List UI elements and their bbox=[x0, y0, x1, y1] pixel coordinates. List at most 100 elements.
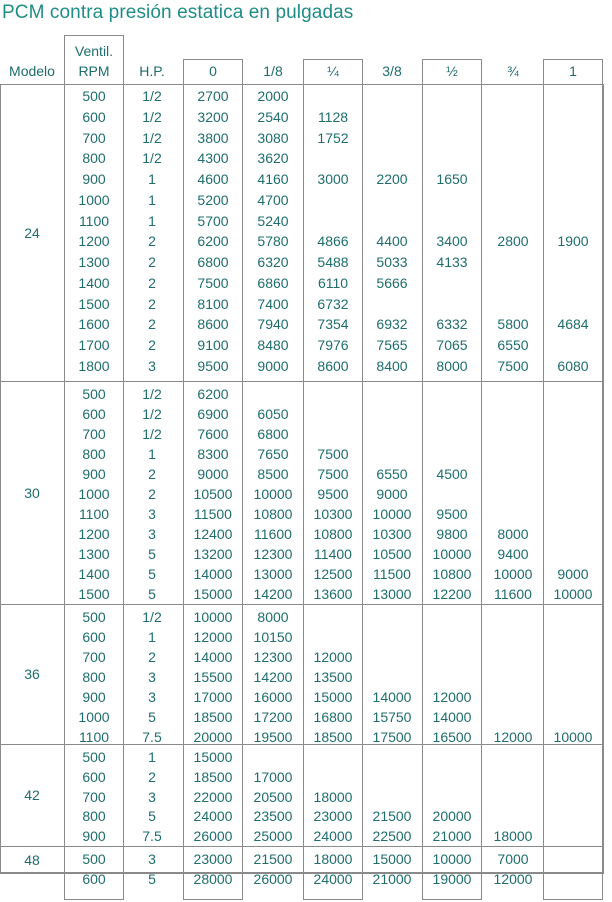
table-cell: 14000 bbox=[372, 689, 412, 705]
table-cell: 5780 bbox=[257, 233, 289, 250]
table-cell: 1100 bbox=[78, 212, 110, 229]
table-cell: 800 bbox=[82, 808, 106, 825]
table-cell: 8100 bbox=[197, 295, 229, 312]
table-cell: 5800 bbox=[497, 316, 529, 333]
table-cell: 4160 bbox=[257, 171, 289, 187]
table-cell: 6080 bbox=[557, 357, 589, 374]
table-cell: 4600 bbox=[197, 171, 229, 187]
table-cell: 1100 bbox=[78, 506, 110, 522]
table-cell: 10500 bbox=[193, 486, 233, 502]
table-cell: 5 bbox=[148, 709, 156, 725]
table-cell: 17000 bbox=[193, 689, 233, 705]
table-cell: 6050 bbox=[257, 406, 289, 422]
table-cell: 7500 bbox=[317, 466, 349, 482]
table-cell: 2 bbox=[148, 295, 156, 312]
table-cell: 6900 bbox=[197, 406, 229, 422]
table-cell: 1300 bbox=[78, 546, 110, 562]
table-cell: 5 bbox=[148, 586, 156, 602]
table-cell: 8000 bbox=[436, 357, 468, 374]
table-cell: 6320 bbox=[257, 254, 289, 270]
table-cell: 28000 bbox=[193, 871, 233, 887]
table-cell: 2 bbox=[148, 233, 156, 250]
table-cell: 5240 bbox=[257, 212, 289, 229]
table-cell: 7500 bbox=[497, 357, 529, 374]
table-cell: 3080 bbox=[257, 129, 289, 146]
table-cell: 10800 bbox=[432, 566, 472, 582]
table-cell: 21500 bbox=[253, 851, 293, 867]
column-header-modelo: Modelo bbox=[9, 63, 55, 79]
table-cell: 12000 bbox=[493, 729, 533, 745]
table-cell: 10000 bbox=[432, 546, 472, 562]
column-frame bbox=[303, 59, 363, 900]
table-cell: 1/2 bbox=[142, 88, 162, 104]
table-cell: 8000 bbox=[497, 526, 529, 542]
table-cell: 1200 bbox=[78, 233, 110, 250]
table-cell: 1800 bbox=[78, 357, 110, 374]
table-cell: 15000 bbox=[193, 749, 233, 765]
table-cell: 10000 bbox=[372, 506, 412, 522]
table-cell: 9000 bbox=[376, 486, 408, 502]
table-cell: 2700 bbox=[197, 88, 229, 104]
table-cell: 1 bbox=[148, 191, 156, 208]
column-header-p18: 1/8 bbox=[263, 63, 283, 79]
model-label: 30 bbox=[24, 484, 40, 501]
table-cell: 2 bbox=[148, 486, 156, 502]
table-cell: 2 bbox=[148, 337, 156, 353]
row-separator bbox=[0, 604, 604, 605]
table-cell: 10000 bbox=[553, 586, 593, 602]
table-outline bbox=[0, 84, 604, 873]
table-cell: 6550 bbox=[376, 466, 408, 482]
table-cell: 24000 bbox=[313, 871, 353, 887]
table-cell: 16000 bbox=[253, 689, 293, 705]
table-cell: 15000 bbox=[372, 851, 412, 867]
table-cell: 10300 bbox=[313, 506, 353, 522]
column-header-p12: ½ bbox=[446, 63, 458, 79]
table-cell: 4700 bbox=[257, 191, 289, 208]
table-cell: 4133 bbox=[436, 254, 468, 270]
table-cell: 14200 bbox=[253, 586, 293, 602]
table-cell: 7600 bbox=[197, 426, 229, 442]
table-cell: 3800 bbox=[197, 129, 229, 146]
table-cell: 7500 bbox=[317, 446, 349, 462]
table-cell: 1128 bbox=[317, 108, 349, 125]
table-cell: 15000 bbox=[313, 689, 353, 705]
table-cell: 1200 bbox=[78, 526, 110, 542]
table-cell: 1/2 bbox=[142, 386, 162, 402]
table-cell: 16500 bbox=[432, 729, 472, 745]
table-cell: 14000 bbox=[193, 566, 233, 582]
column-frame bbox=[543, 59, 603, 900]
table-cell: 7976 bbox=[317, 337, 349, 353]
table-cell: 3 bbox=[148, 689, 156, 705]
table-cell: 1000 bbox=[78, 486, 110, 502]
table-cell: 8500 bbox=[257, 466, 289, 482]
table-cell: 2 bbox=[148, 768, 156, 785]
table-cell: 1 bbox=[148, 446, 156, 462]
row-separator bbox=[0, 744, 604, 745]
table-cell: 7650 bbox=[257, 446, 289, 462]
table-cell: 3620 bbox=[257, 150, 289, 167]
table-cell: 9100 bbox=[197, 337, 229, 353]
table-cell: 2200 bbox=[376, 171, 408, 187]
table-cell: 21000 bbox=[372, 871, 412, 887]
table-cell: 22500 bbox=[372, 828, 412, 845]
table-cell: 2 bbox=[148, 649, 156, 665]
column-header-p38: 3/8 bbox=[382, 63, 402, 79]
table-cell: 17500 bbox=[372, 729, 412, 745]
table-cell: 25000 bbox=[253, 828, 293, 845]
table-cell: 1 bbox=[148, 749, 156, 765]
table-cell: 600 bbox=[82, 406, 106, 422]
table-cell: 3 bbox=[148, 506, 156, 522]
table-cell: 26000 bbox=[253, 871, 293, 887]
table-cell: 700 bbox=[82, 649, 106, 665]
table-cell: 12000 bbox=[493, 871, 533, 887]
table-cell: 12400 bbox=[193, 526, 233, 542]
table-cell: 18000 bbox=[313, 851, 353, 867]
table-cell: 7940 bbox=[257, 316, 289, 333]
table-cell: 4300 bbox=[197, 150, 229, 167]
table-cell: 5200 bbox=[197, 191, 229, 208]
table-cell: 1/2 bbox=[142, 426, 162, 442]
table-cell: 15750 bbox=[372, 709, 412, 725]
table-cell: 10500 bbox=[372, 546, 412, 562]
table-cell: 9500 bbox=[436, 506, 468, 522]
table-cell: 3 bbox=[148, 851, 156, 867]
